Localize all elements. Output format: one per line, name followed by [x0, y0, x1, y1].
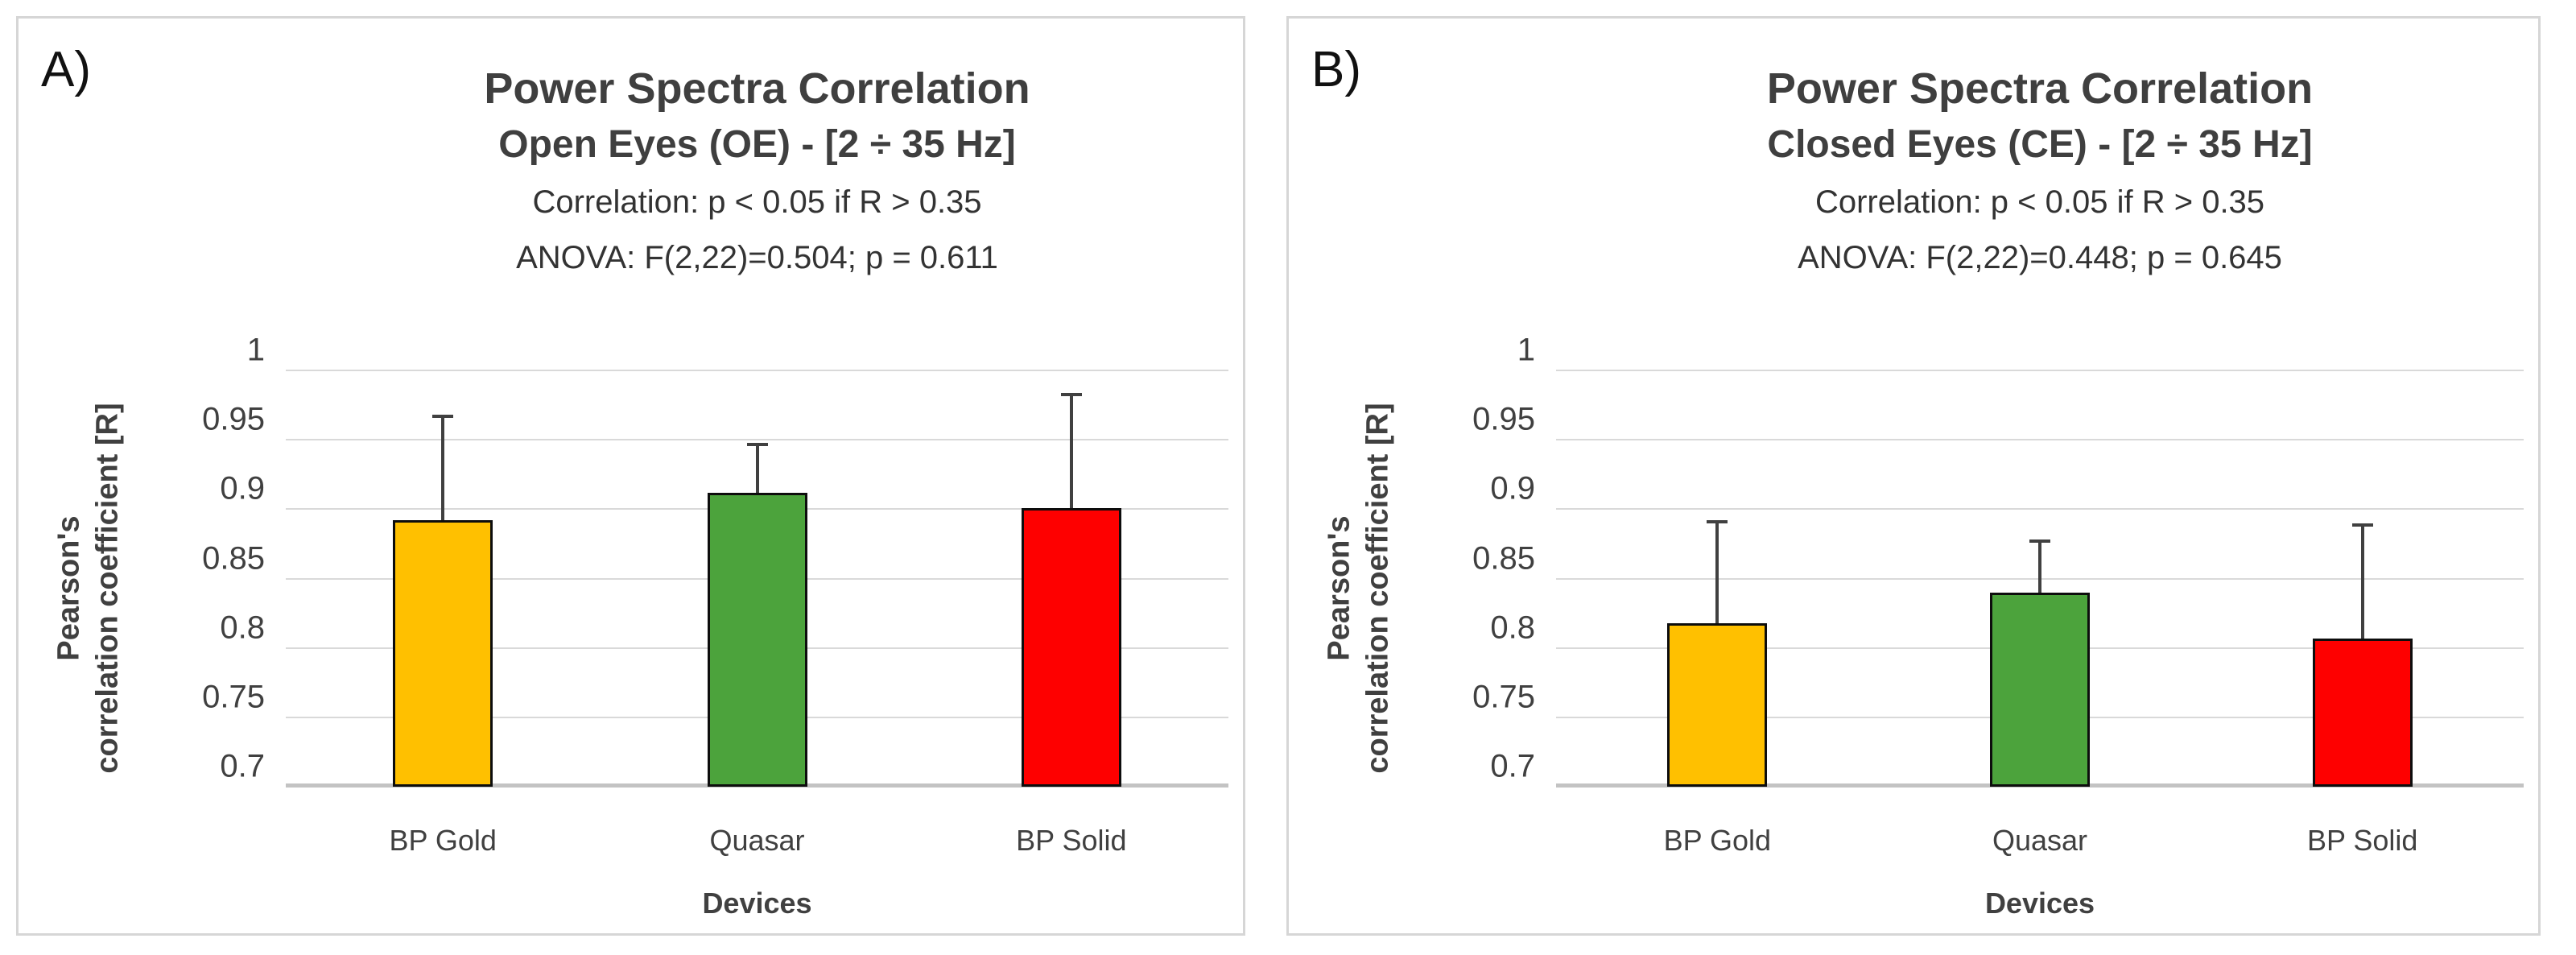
y-tick-label: 0.85 [202, 540, 265, 576]
y-axis-tick-labels: 1 0.95 0.9 0.85 0.8 0.75 0.7 [139, 333, 275, 787]
x-tick-label: BP Solid [2306, 824, 2418, 857]
anova-note: ANOVA: F(2,22)=0.504; p = 0.611 [516, 240, 998, 276]
panel-closed-eyes: B) Power Spectra Correlation Closed Eyes… [1286, 16, 2541, 936]
bar-quasar [707, 492, 807, 787]
panel-letter: A) [41, 42, 91, 97]
error-bar-cap [2351, 523, 2373, 527]
y-tick-label: 0.95 [1472, 401, 1535, 437]
error-bar [746, 442, 768, 493]
x-axis-tick-labels: BP Gold Quasar BP Solid [1556, 824, 2524, 864]
y-axis-title-line: correlation coefficient [R] [1360, 403, 1394, 774]
plot-wrap: Pearson's correlation coefficient [R] 1 0.… [19, 19, 1243, 933]
bar-bp-solid [2312, 638, 2413, 787]
error-bar [2351, 523, 2373, 639]
y-tick-label: 0.95 [202, 401, 265, 437]
y-tick-label: 0.9 [1490, 470, 1535, 506]
y-tick-label: 0.7 [1490, 748, 1535, 784]
error-bar [2029, 540, 2050, 593]
chart-title: Power Spectra Correlation [1766, 64, 2314, 113]
x-tick-label: BP Gold [389, 824, 497, 857]
plot-area [286, 370, 1228, 788]
x-axis-tick-labels: BP Gold Quasar BP Solid [286, 824, 1228, 864]
x-tick-label: BP Solid [1016, 824, 1127, 857]
chart-title-block: Power Spectra Correlation Open Eyes (OE)… [284, 64, 1230, 276]
bar-bp-solid [1021, 507, 1121, 787]
x-axis-title: Devices [702, 887, 812, 920]
y-axis-title: Pearson's correlation coefficient [R] [1321, 331, 1397, 846]
x-tick-label: Quasar [1992, 824, 2088, 857]
chart-title-block: Power Spectra Correlation Closed Eyes (C… [1554, 64, 2525, 276]
y-axis-title-line: Pearson's [52, 515, 86, 661]
y-tick-label: 0.9 [220, 470, 265, 506]
y-tick-label: 0.7 [220, 748, 265, 784]
x-axis-title: Devices [1984, 887, 2095, 920]
error-bar-cap [746, 442, 768, 446]
y-axis-title: Pearson's correlation coefficient [R] [51, 331, 127, 846]
panel-letter: B) [1311, 42, 1361, 97]
bar-quasar [1990, 592, 2090, 787]
error-bar-cap [2029, 540, 2050, 544]
x-tick-label: BP Gold [1663, 824, 1772, 857]
y-axis-title-line: Pearson's [1322, 515, 1356, 661]
y-axis-tick-labels: 1 0.95 0.9 0.85 0.8 0.75 0.7 [1410, 333, 1545, 787]
error-bar-cap [1707, 520, 1728, 524]
error-bar [1060, 392, 1082, 508]
y-tick-label: 1 [246, 332, 265, 368]
error-bar [432, 415, 454, 521]
y-tick-label: 0.8 [1490, 610, 1535, 646]
plot-wrap: Pearson's correlation coefficient [R] 1 0.… [1289, 19, 2538, 933]
y-tick-label: 1 [1517, 332, 1535, 368]
gridline [286, 370, 1228, 371]
error-bar-cap [432, 415, 454, 419]
x-tick-label: Quasar [709, 824, 805, 857]
error-bar [1707, 520, 1728, 623]
gridline [1556, 370, 2524, 371]
chart-title: Power Spectra Correlation [484, 64, 1030, 113]
chart-subtitle: Closed Eyes (CE) - [2 ÷ 35 Hz] [1767, 123, 2313, 167]
y-tick-label: 0.85 [1472, 540, 1535, 576]
correlation-note: Correlation: p < 0.05 if R > 0.35 [532, 184, 982, 221]
y-tick-label: 0.8 [220, 610, 265, 646]
y-tick-label: 0.75 [202, 679, 265, 715]
panel-open-eyes: A) Power Spectra Correlation Open Eyes (… [16, 16, 1245, 936]
bar-bp-gold [393, 520, 493, 787]
y-axis-title-line: correlation coefficient [R] [90, 403, 124, 774]
gridline [1556, 508, 2524, 511]
error-bar-cap [1060, 392, 1082, 396]
y-tick-label: 0.75 [1472, 679, 1535, 715]
chart-subtitle: Open Eyes (OE) - [2 ÷ 35 Hz] [498, 123, 1016, 167]
bar-bp-gold [1667, 622, 1768, 787]
gridline [286, 439, 1228, 441]
plot-area [1556, 370, 2524, 788]
gridline [1556, 439, 2524, 441]
correlation-note: Correlation: p < 0.05 if R > 0.35 [1814, 184, 2265, 221]
anova-note: ANOVA: F(2,22)=0.448; p = 0.645 [1798, 240, 2282, 276]
